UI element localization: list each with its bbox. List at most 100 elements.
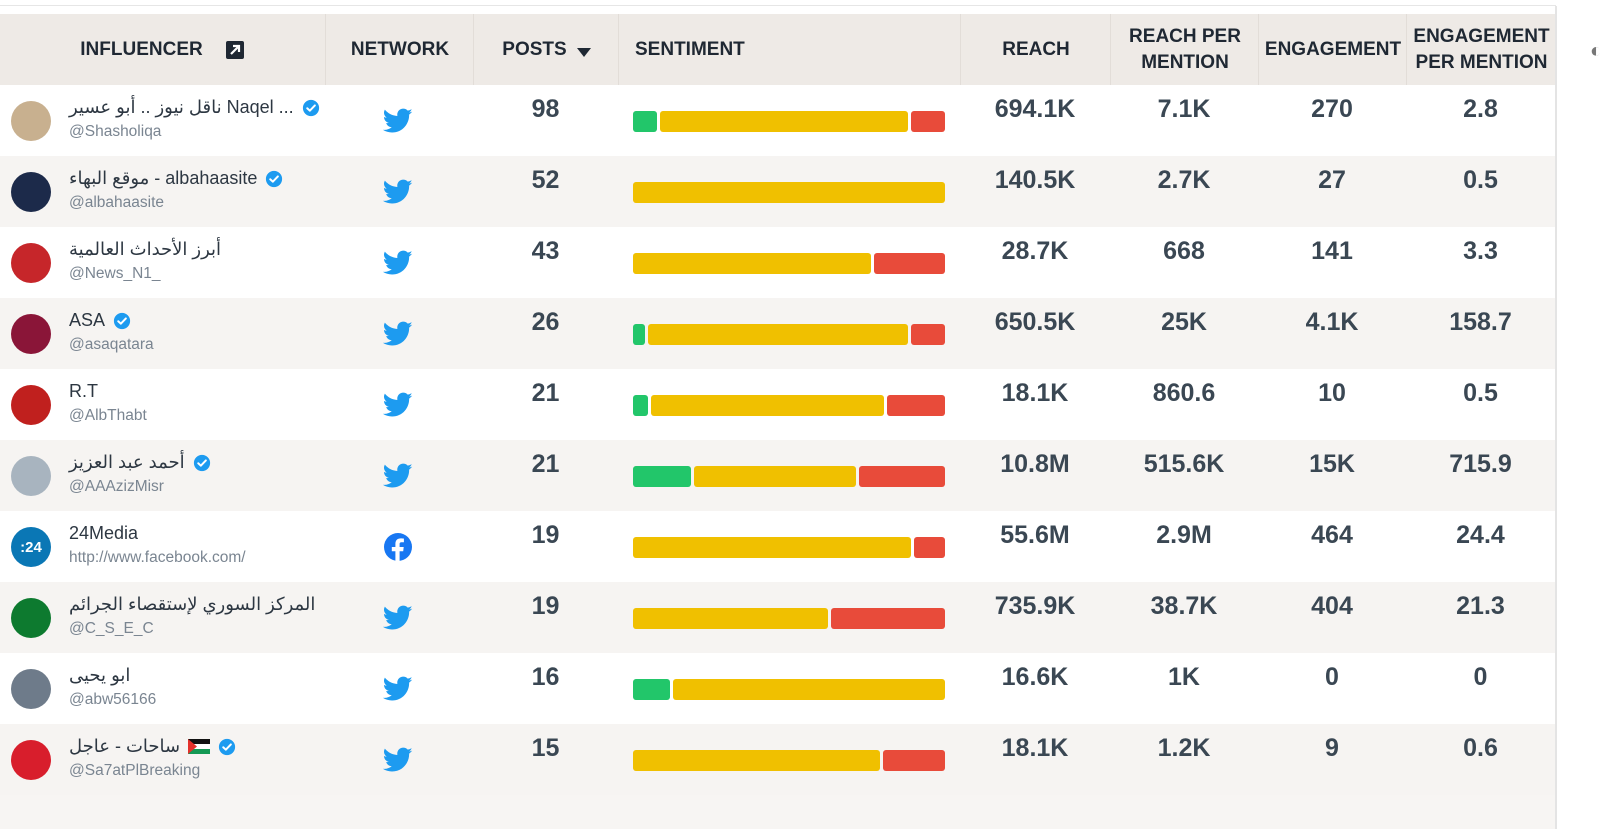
influencer-name[interactable]: ساحات - عاجل: [69, 736, 181, 756]
avatar[interactable]: [11, 314, 51, 354]
sentiment-segment-neutral[interactable]: [633, 182, 945, 203]
network-cell[interactable]: [382, 389, 414, 421]
influencer-handle[interactable]: @C_S_E_C: [69, 620, 154, 637]
sentiment-segment-neutral[interactable]: [633, 608, 828, 629]
sentiment-segment-negative[interactable]: [883, 750, 945, 771]
twitter-icon[interactable]: [383, 605, 413, 631]
sentiment-bar[interactable]: [633, 253, 945, 274]
sentiment-segment-negative[interactable]: [914, 537, 945, 558]
influencer-name[interactable]: 24Media: [69, 523, 139, 543]
influencer-name-line[interactable]: المركز السوري لإستقصاء الجرائم: [69, 594, 315, 615]
sentiment-segment-neutral[interactable]: [673, 679, 945, 700]
sentiment-bar[interactable]: [633, 395, 945, 416]
avatar[interactable]: [11, 740, 51, 780]
column-header-reach[interactable]: REACH: [960, 14, 1111, 86]
influencer-name-line[interactable]: 24Media: [69, 523, 138, 544]
influencer-name[interactable]: ابو يحيى: [69, 665, 131, 685]
table-row[interactable]: R.T @AlbThabt 21 18.1K 860.6 10 0.5: [0, 369, 1555, 440]
sentiment-segment-neutral[interactable]: [660, 111, 909, 132]
influencer-name[interactable]: موقع البهاء - albahaasite: [69, 168, 258, 188]
network-cell[interactable]: [382, 673, 414, 705]
column-header-engagement-per-mention[interactable]: ENGAGEMENT PER MENTION: [1406, 14, 1556, 86]
column-header-influencer[interactable]: INFLUENCER: [0, 14, 325, 86]
sentiment-segment-neutral[interactable]: [648, 324, 909, 345]
influencer-name[interactable]: أحمد عبد العزيز: [69, 452, 185, 472]
influencer-name-line[interactable]: ابو يحيى: [69, 665, 130, 686]
influencer-handle[interactable]: @Shasholiqa: [69, 123, 162, 140]
table-row[interactable]: موقع البهاء - albahaasite @albahaasite 52 1…: [0, 156, 1555, 227]
sentiment-segment-negative[interactable]: [886, 395, 945, 416]
sentiment-bar[interactable]: [633, 324, 945, 345]
table-row[interactable]: :24 24Media http://www.facebook.com/19 55.6…: [0, 511, 1555, 582]
sentiment-segment-neutral[interactable]: [694, 466, 857, 487]
table-row[interactable]: ASA @asaqatara 26 650.5K 25K 4.1K 158.7: [0, 298, 1555, 369]
avatar[interactable]: [11, 456, 51, 496]
sentiment-segment-positive[interactable]: [633, 466, 692, 487]
sentiment-bar[interactable]: [633, 466, 945, 487]
sentiment-bar[interactable]: [633, 111, 945, 132]
twitter-icon[interactable]: [383, 250, 413, 276]
influencer-name-line[interactable]: أحمد عبد العزيز: [69, 452, 211, 473]
sentiment-segment-neutral[interactable]: [633, 750, 881, 771]
sentiment-segment-neutral[interactable]: [633, 253, 871, 274]
column-header-network[interactable]: NETWORK: [325, 14, 474, 86]
twitter-icon[interactable]: [383, 747, 413, 773]
sentiment-segment-positive[interactable]: [633, 679, 671, 700]
sentiment-segment-neutral[interactable]: [651, 395, 884, 416]
network-cell[interactable]: [382, 176, 414, 208]
column-header-engagement[interactable]: ENGAGEMENT: [1258, 14, 1407, 86]
network-cell[interactable]: [382, 460, 414, 492]
sentiment-segment-positive[interactable]: [633, 395, 649, 416]
influencer-name-line[interactable]: ASA: [69, 310, 131, 331]
table-row[interactable]: أحمد عبد العزيز @AAAzizMisr 21 10.8M 515.6K 1…: [0, 440, 1555, 511]
avatar[interactable]: [11, 101, 51, 141]
influencer-handle[interactable]: @albahaasite: [69, 194, 165, 211]
sentiment-segment-negative[interactable]: [873, 253, 945, 274]
twitter-icon[interactable]: [383, 392, 413, 418]
network-cell[interactable]: [382, 531, 414, 563]
network-cell[interactable]: [382, 318, 414, 350]
twitter-icon[interactable]: [383, 676, 413, 702]
sentiment-segment-positive[interactable]: [633, 324, 646, 345]
sentiment-segment-negative[interactable]: [911, 111, 945, 132]
influencer-handle[interactable]: http://www.facebook.com/: [69, 549, 246, 566]
avatar[interactable]: [11, 598, 51, 638]
influencer-name-line[interactable]: أبرز الأحداث العالمية: [69, 239, 221, 260]
sort-descending-icon[interactable]: [576, 48, 591, 58]
facebook-icon[interactable]: [383, 532, 413, 562]
avatar[interactable]: :24: [11, 527, 51, 567]
sentiment-bar[interactable]: [633, 679, 945, 700]
influencer-name-line[interactable]: ساحات - عاجل: [69, 736, 236, 757]
column-header-reach-per-mention[interactable]: REACH PER MENTION: [1110, 14, 1259, 86]
column-header-sentiment[interactable]: SENTIMENT: [618, 14, 960, 86]
influencer-name-line[interactable]: R.T: [69, 381, 98, 402]
network-cell[interactable]: [382, 602, 414, 634]
avatar[interactable]: [11, 243, 51, 283]
influencer-name[interactable]: المركز السوري لإستقصاء الجرائم: [69, 594, 316, 614]
sentiment-segment-negative[interactable]: [830, 608, 945, 629]
table-row[interactable]: المركز السوري لإستقصاء الجرائم @C_S_E_C 19…: [0, 582, 1555, 653]
influencer-name[interactable]: أبرز الأحداث العالمية: [69, 239, 222, 259]
influencer-name[interactable]: ناقل نيوز .. أبو عسير Naqel ...: [69, 97, 294, 117]
sentiment-segment-negative[interactable]: [859, 466, 945, 487]
influencer-handle[interactable]: @News_N1_: [69, 265, 161, 282]
influencer-handle[interactable]: @Sa7atPlBreaking: [69, 762, 201, 779]
network-cell[interactable]: [382, 744, 414, 776]
vertical-scrollbar[interactable]: [1555, 6, 1557, 829]
twitter-icon[interactable]: [383, 463, 413, 489]
sentiment-bar[interactable]: [633, 608, 945, 629]
sentiment-segment-neutral[interactable]: [633, 537, 912, 558]
twitter-icon[interactable]: [383, 321, 413, 347]
influencer-name[interactable]: R.T: [69, 381, 98, 401]
external-link-icon[interactable]: [225, 40, 245, 60]
sentiment-bar[interactable]: [633, 182, 945, 203]
column-header-posts[interactable]: POSTS: [473, 14, 619, 86]
sentiment-bar[interactable]: [633, 750, 945, 771]
table-row[interactable]: أبرز الأحداث العالمية @News_N1_ 43 28.7K 668…: [0, 227, 1555, 298]
avatar[interactable]: [11, 669, 51, 709]
sentiment-bar[interactable]: [633, 537, 945, 558]
influencer-handle[interactable]: @abw56166: [69, 691, 157, 708]
avatar[interactable]: [11, 385, 51, 425]
influencer-handle[interactable]: @AlbThabt: [69, 407, 147, 424]
avatar[interactable]: [11, 172, 51, 212]
